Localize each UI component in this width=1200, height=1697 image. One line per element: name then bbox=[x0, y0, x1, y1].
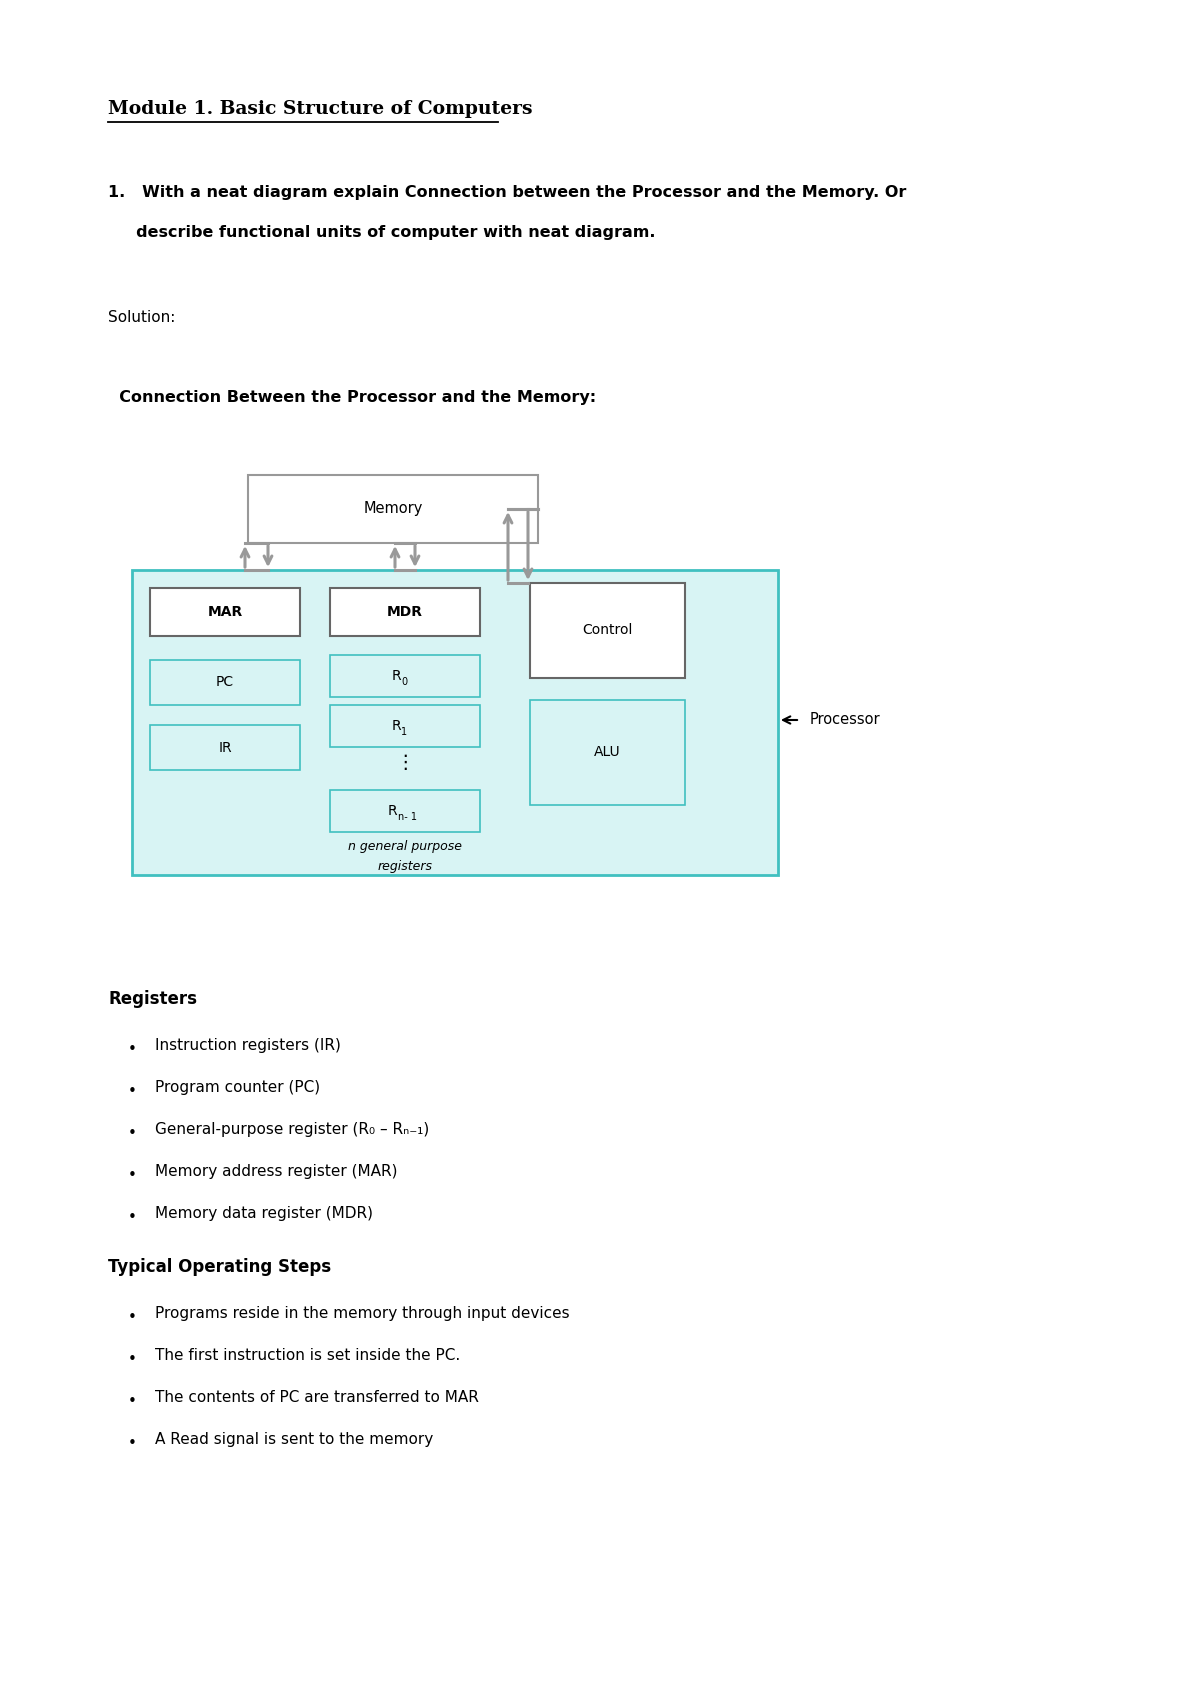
Text: Program counter (PC): Program counter (PC) bbox=[155, 1079, 320, 1095]
Text: Programs reside in the memory through input devices: Programs reside in the memory through in… bbox=[155, 1307, 570, 1320]
Bar bbox=[530, 584, 685, 679]
Text: Memory: Memory bbox=[364, 502, 422, 516]
Text: IR: IR bbox=[218, 740, 232, 755]
Text: •: • bbox=[128, 1084, 137, 1100]
Text: n- 1: n- 1 bbox=[398, 811, 418, 821]
Bar bbox=[330, 704, 480, 747]
Text: ⋮: ⋮ bbox=[395, 752, 415, 772]
Text: •: • bbox=[128, 1127, 137, 1140]
Text: 1: 1 bbox=[401, 726, 407, 736]
Text: General-purpose register (R₀ – Rₙ₋₁): General-purpose register (R₀ – Rₙ₋₁) bbox=[155, 1122, 430, 1137]
Text: n general purpose: n general purpose bbox=[348, 840, 462, 854]
Text: 0: 0 bbox=[401, 677, 407, 687]
Text: •: • bbox=[128, 1353, 137, 1368]
Bar bbox=[330, 791, 480, 832]
Text: Memory data register (MDR): Memory data register (MDR) bbox=[155, 1207, 373, 1222]
Text: Connection Between the Processor and the Memory:: Connection Between the Processor and the… bbox=[108, 390, 596, 406]
Bar bbox=[248, 475, 538, 543]
Text: Processor: Processor bbox=[810, 713, 881, 728]
Text: Instruction registers (IR): Instruction registers (IR) bbox=[155, 1039, 341, 1054]
Bar bbox=[132, 570, 778, 876]
Bar bbox=[330, 587, 480, 636]
Text: describe functional units of computer with neat diagram.: describe functional units of computer wi… bbox=[108, 226, 655, 239]
Text: •: • bbox=[128, 1042, 137, 1057]
Text: R: R bbox=[388, 804, 397, 818]
Text: Solution:: Solution: bbox=[108, 311, 175, 326]
Text: Typical Operating Steps: Typical Operating Steps bbox=[108, 1257, 331, 1276]
Text: •: • bbox=[128, 1210, 137, 1225]
Bar bbox=[150, 660, 300, 704]
Bar bbox=[150, 587, 300, 636]
Text: R: R bbox=[391, 720, 401, 733]
Text: 1.   With a neat diagram explain Connection between the Processor and the Memory: 1. With a neat diagram explain Connectio… bbox=[108, 185, 906, 200]
Bar bbox=[150, 725, 300, 770]
Bar bbox=[530, 699, 685, 804]
Text: •: • bbox=[128, 1436, 137, 1451]
Text: Registers: Registers bbox=[108, 989, 197, 1008]
Text: Module 1. Basic Structure of Computers: Module 1. Basic Structure of Computers bbox=[108, 100, 539, 119]
Text: •: • bbox=[128, 1310, 137, 1325]
Bar bbox=[330, 655, 480, 697]
Text: registers: registers bbox=[378, 860, 432, 872]
Text: PC: PC bbox=[216, 675, 234, 689]
Text: The contents of PC are transferred to MAR: The contents of PC are transferred to MA… bbox=[155, 1390, 479, 1405]
Text: Memory address register (MAR): Memory address register (MAR) bbox=[155, 1164, 397, 1179]
Text: •: • bbox=[128, 1168, 137, 1183]
Text: MDR: MDR bbox=[386, 606, 424, 619]
Text: A Read signal is sent to the memory: A Read signal is sent to the memory bbox=[155, 1432, 433, 1448]
Text: R: R bbox=[391, 669, 401, 682]
Text: ALU: ALU bbox=[594, 745, 620, 760]
Text: The first instruction is set inside the PC.: The first instruction is set inside the … bbox=[155, 1347, 461, 1363]
Text: •: • bbox=[128, 1393, 137, 1409]
Text: MAR: MAR bbox=[208, 606, 242, 619]
Text: Control: Control bbox=[582, 623, 632, 638]
